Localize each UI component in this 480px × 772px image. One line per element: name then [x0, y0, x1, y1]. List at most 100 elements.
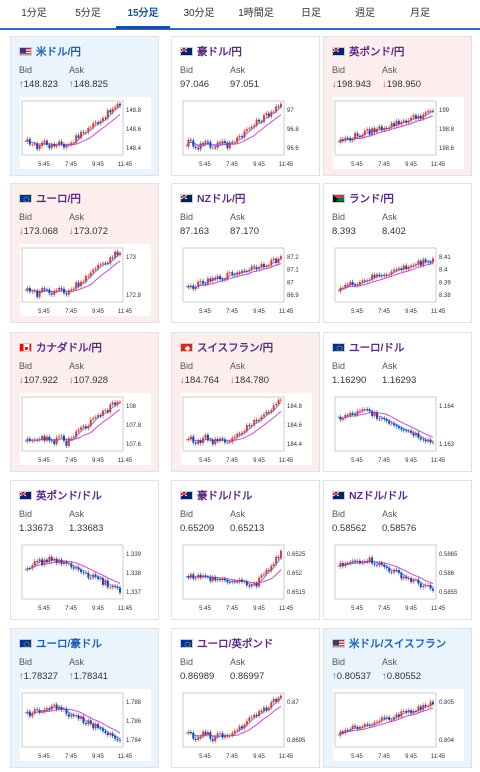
rate-card[interactable]: ユーロ/英ポンド Bid Ask 0.86989 0.86997 0.87 0.8… [171, 628, 320, 768]
y-tick-label: 173 [126, 255, 137, 261]
candle [432, 699, 434, 707]
pair-name[interactable]: ユーロ/英ポンド [197, 638, 274, 650]
mini-chart[interactable]: 8.41 8.4 8.39 8.38 5:45 7:45 9:45 11:45 [333, 244, 464, 316]
rate-card[interactable]: 英ポンド/円 Bid Ask ↓198.943 ↓198.950 199 198.… [323, 36, 472, 176]
pair-name[interactable]: NZドル/円 [197, 193, 246, 205]
candle [366, 278, 369, 284]
pair-name[interactable]: 豪ドル/ドル [197, 490, 253, 502]
candle [432, 256, 434, 265]
rate-card[interactable]: ランド/円 Bid Ask 8.393 8.402 8.41 8.4 8.39 8.3… [323, 183, 472, 323]
candle [341, 729, 344, 736]
mini-chart[interactable]: 87.2 87.1 87 86.9 5:45 7:45 9:45 11:45 [181, 244, 312, 316]
mini-chart[interactable]: 97 96.8 96.6 5:45 7:45 9:45 11:45 [181, 97, 312, 169]
candle [267, 409, 270, 415]
y-tick-label: 1.339 [126, 552, 142, 558]
pair-title[interactable]: 米ドル/円 [19, 44, 81, 58]
pair-title[interactable]: ユーロ/豪ドル [19, 636, 102, 650]
candle [104, 729, 107, 736]
rate-card[interactable]: NZドル/円 Bid Ask 87.163 87.170 87.2 87.1 87 8… [171, 183, 320, 323]
rate-card[interactable]: ユーロ/ドル Bid Ask 1.16290 1.16293 1.164 1.16… [323, 332, 472, 472]
candle [255, 712, 258, 719]
mini-chart[interactable]: 173 172.8 5:45 7:45 9:45 11:45 [20, 244, 151, 316]
pair-name[interactable]: ユーロ/ドル [349, 342, 405, 354]
tab-7[interactable]: 月足 [410, 8, 430, 19]
tab-4[interactable]: 1時間足 [238, 8, 274, 19]
pair-title[interactable]: 豪ドル/円 [180, 44, 242, 58]
rate-card[interactable]: NZドル/ドル Bid Ask 0.58562 0.58576 0.5865 0.… [323, 480, 472, 620]
rate-card[interactable]: カナダドル/円 Bid Ask ↓107.922 ↓107.928 108 107… [10, 332, 159, 472]
mini-chart[interactable]: 108 107.8 107.6 5:45 7:45 9:45 11:45 [20, 393, 151, 465]
x-tick-label: 11:45 [118, 754, 133, 760]
mini-chart[interactable]: 1.788 1.786 1.784 5:45 7:45 9:45 11:45 [20, 689, 151, 761]
y-tick-label: 198.8 [439, 127, 455, 133]
tab-3[interactable]: 30分足 [183, 8, 215, 19]
candle [197, 735, 200, 743]
mini-chart[interactable]: 1.339 1.338 1.337 5:45 7:45 9:45 11:45 [20, 541, 151, 613]
mini-chart[interactable]: 148.8 148.6 148.4 5:45 7:45 9:45 11:45 [20, 97, 151, 169]
candle [94, 721, 97, 731]
rate-card[interactable]: 豪ドル/ドル Bid Ask 0.65209 0.65213 0.6525 0.6… [171, 480, 320, 620]
mini-chart[interactable]: 1.164 1.163 5:45 7:45 9:45 11:45 [333, 393, 464, 465]
rate-card[interactable]: 米ドル/円 Bid Ask ↑148.823 ↑148.825 148.8 148… [10, 36, 159, 176]
rate-card[interactable]: 米ドル/スイスフラン Bid Ask ↑0.80537 ↑0.80552 0.8… [323, 628, 472, 768]
candle [104, 578, 107, 588]
candle [211, 145, 214, 150]
candle [187, 574, 190, 581]
pair-title[interactable]: NZドル/ドル [332, 488, 408, 502]
flag-icon [180, 47, 193, 56]
tab-5[interactable]: 日足 [301, 8, 321, 19]
ask-label: Ask [69, 361, 85, 371]
pair-title[interactable]: スイスフラン/円 [180, 340, 273, 354]
mini-chart[interactable]: 0.87 0.8695 5:45 7:45 9:45 11:45 [181, 689, 312, 761]
candle [43, 138, 46, 145]
pair-title[interactable]: ユーロ/英ポンド [180, 636, 273, 650]
pair-name[interactable]: 英ポンド/ドル [36, 490, 102, 502]
candle [80, 425, 83, 432]
pair-name[interactable]: カナダドル/円 [36, 342, 102, 354]
pair-name[interactable]: スイスフラン/円 [197, 342, 274, 354]
pair-title[interactable]: ランド/円 [332, 191, 394, 205]
candle [400, 426, 403, 432]
pair-name[interactable]: ランド/円 [349, 193, 394, 205]
pair-name[interactable]: NZドル/ドル [349, 490, 408, 502]
mini-chart[interactable]: 0.805 0.804 5:45 7:45 9:45 11:45 [333, 689, 464, 761]
pair-title[interactable]: ユーロ/ドル [332, 340, 404, 354]
candle [192, 283, 195, 292]
pair-title[interactable]: カナダドル/円 [19, 340, 102, 354]
tab-0[interactable]: 1分足 [21, 8, 47, 19]
pair-title[interactable]: 英ポンド/円 [332, 44, 404, 58]
candle [373, 561, 376, 567]
pair-name[interactable]: ユーロ/豪ドル [36, 638, 102, 650]
tab-2[interactable]: 15分足 [116, 0, 170, 29]
rate-card[interactable]: ユーロ/円 Bid Ask ↓173.068 ↓173.072 173 172.8… [10, 183, 159, 323]
pair-name[interactable]: ユーロ/円 [36, 193, 81, 205]
rate-card[interactable]: 豪ドル/円 Bid Ask 97.046 97.051 97 96.8 96.6 5:… [171, 36, 320, 176]
pair-title[interactable]: 米ドル/スイスフラン [332, 636, 446, 650]
x-tick-label: 9:45 [92, 458, 104, 464]
pair-title[interactable]: NZドル/円 [180, 191, 245, 205]
pair-title[interactable]: 豪ドル/ドル [180, 488, 252, 502]
rate-card[interactable]: 英ポンド/ドル Bid Ask 1.33673 1.33683 1.339 1.3… [10, 480, 159, 620]
candle [267, 705, 270, 713]
rate-card[interactable]: ユーロ/豪ドル Bid Ask ↑1.78327 ↑1.78341 1.788 1… [10, 628, 159, 768]
x-tick-label: 7:45 [226, 162, 238, 168]
candle [62, 559, 65, 567]
candle [351, 279, 354, 287]
pair-name[interactable]: 米ドル/円 [36, 46, 81, 58]
pair-title[interactable]: ユーロ/円 [19, 191, 81, 205]
mini-chart[interactable]: 199 198.8 198.6 5:45 7:45 9:45 11:45 [333, 97, 464, 169]
mini-chart[interactable]: 0.6525 0.652 0.6515 5:45 7:45 9:45 11:45 [181, 541, 312, 613]
pair-name[interactable]: 豪ドル/円 [197, 46, 242, 58]
pair-name[interactable]: 米ドル/スイスフラン [349, 638, 447, 650]
candle [231, 579, 234, 585]
bid-value: 1.16290 [332, 375, 367, 386]
candle [407, 428, 410, 434]
tab-6[interactable]: 週足 [355, 8, 375, 19]
tab-1[interactable]: 5分足 [75, 8, 101, 19]
rate-card[interactable]: スイスフラン/円 Bid Ask ↓184.764 ↓184.780 184.8… [171, 332, 320, 472]
pair-name[interactable]: 英ポンド/円 [349, 46, 405, 58]
ask-label: Ask [382, 361, 398, 371]
mini-chart[interactable]: 0.5865 0.586 0.5855 5:45 7:45 9:45 11:45 [333, 541, 464, 613]
pair-title[interactable]: 英ポンド/ドル [19, 488, 102, 502]
mini-chart[interactable]: 184.8 184.6 184.4 5:45 7:45 9:45 11:45 [181, 393, 312, 465]
